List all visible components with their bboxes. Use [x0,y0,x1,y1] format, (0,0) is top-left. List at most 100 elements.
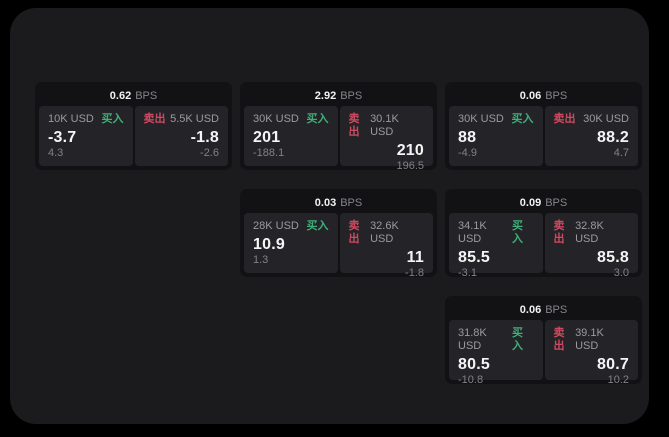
buy-amount: 30K USD [253,113,299,125]
quote-body: 30K USD 买入 201 -188.1 卖出 30.1K USD 210 1… [244,106,433,172]
sell-delta: -1.8 [405,267,424,279]
buy-delta: 4.3 [48,147,64,159]
buy-delta: -10.8 [458,374,484,386]
quote-grid: 0.62 BPS 10K USD 买入 -3.7 4.3 卖出 5.5K USD [35,82,642,386]
bps-value: 0.09 [519,197,542,209]
sell-delta: 196.5 [396,160,424,172]
sell-side-label: 卖出 [553,220,565,245]
sell-pane[interactable]: 卖出 39.1K USD 80.7 10.2 [544,320,638,386]
quote-card: 0.62 BPS 10K USD 买入 -3.7 4.3 卖出 5.5K USD [35,82,232,170]
buy-amount: 28K USD [253,220,299,232]
sell-pane[interactable]: 卖出 30K USD 88.2 4.7 [544,106,638,166]
sell-price: -1.8 [190,129,219,146]
sell-amount: 39.1K USD [575,327,604,352]
sell-pane[interactable]: 卖出 32.6K USD 11 -1.8 [339,213,433,279]
sell-side-label: 卖出 [348,113,360,138]
bps-unit-label: BPS [545,90,568,102]
quote-body: 10K USD 买入 -3.7 4.3 卖出 5.5K USD -1.8 -2.… [39,106,228,166]
buy-side-label: 买入 [306,220,329,232]
sell-amount: 5.5K USD [170,113,219,125]
bps-value: 0.06 [519,90,542,102]
buy-pane-top: 31.8K USD 买入 [458,327,534,353]
sell-side-label: 卖出 [553,327,565,352]
sell-side-label: 卖出 [143,113,166,125]
buy-pane-top: 30K USD 买入 [458,113,534,126]
bps-header: 0.03 BPS [244,193,433,213]
buy-delta: -4.9 [458,147,477,159]
sell-pane-top: 卖出 5.5K USD [144,113,220,126]
buy-pane[interactable]: 10K USD 买入 -3.7 4.3 [39,106,133,166]
buy-amount: 10K USD [48,113,94,125]
bps-value: 2.92 [314,90,337,102]
sell-amount: 30.1K USD [370,113,399,138]
buy-pane-top: 34.1K USD 买入 [458,220,534,246]
bps-value: 0.06 [519,304,542,316]
sell-delta: -2.6 [200,147,219,159]
buy-amount: 34.1K USD [458,220,487,245]
sell-price: 88.2 [597,129,629,146]
buy-price: -3.7 [48,129,77,146]
buy-price: 85.5 [458,249,490,266]
pricing-panel: 0.62 BPS 10K USD 买入 -3.7 4.3 卖出 5.5K USD [10,8,649,424]
quote-card: 0.06 BPS 31.8K USD 买入 80.5 -10.8 卖出 39.1… [445,296,642,386]
buy-pane[interactable]: 30K USD 买入 201 -188.1 [244,106,338,166]
quote-body: 31.8K USD 买入 80.5 -10.8 卖出 39.1K USD 80.… [449,320,638,386]
sell-side-label: 卖出 [553,113,576,125]
buy-pane-top: 30K USD 买入 [253,113,329,126]
sell-amount: 32.8K USD [575,220,604,245]
bps-unit-label: BPS [340,90,363,102]
sell-delta: 4.7 [613,147,629,159]
buy-side-label: 买入 [101,113,124,125]
bps-unit-label: BPS [545,197,568,209]
sell-amount: 32.6K USD [370,220,399,245]
bps-header: 2.92 BPS [244,86,433,106]
buy-amount: 30K USD [458,113,504,125]
sell-pane-top: 卖出 32.8K USD [554,220,630,246]
buy-price: 10.9 [253,236,285,253]
buy-pane[interactable]: 31.8K USD 买入 80.5 -10.8 [449,320,543,386]
buy-side-label: 买入 [511,113,534,125]
sell-pane[interactable]: 卖出 32.8K USD 85.8 3.0 [544,213,638,279]
sell-price: 80.7 [597,356,629,373]
quote-card: 0.06 BPS 30K USD 买入 88 -4.9 卖出 30K USD [445,82,642,170]
sell-price: 85.8 [597,249,629,266]
buy-delta: 1.3 [253,254,269,266]
bps-value: 0.62 [109,90,132,102]
bps-unit-label: BPS [135,90,158,102]
buy-delta: -3.1 [458,267,477,279]
sell-delta: 3.0 [613,267,629,279]
bps-value: 0.03 [314,197,337,209]
quote-card: 0.09 BPS 34.1K USD 买入 85.5 -3.1 卖出 32.8K… [445,189,642,279]
buy-side-label: 买入 [511,220,523,245]
buy-side-label: 买入 [511,327,523,352]
buy-price: 80.5 [458,356,490,373]
buy-pane[interactable]: 30K USD 买入 88 -4.9 [449,106,543,166]
quote-card: 2.92 BPS 30K USD 买入 201 -188.1 卖出 30.1K … [240,82,437,172]
sell-pane-top: 卖出 39.1K USD [554,327,630,353]
sell-pane-top: 卖出 30.1K USD [349,113,425,139]
quote-body: 30K USD 买入 88 -4.9 卖出 30K USD 88.2 4.7 [449,106,638,166]
bps-header: 0.09 BPS [449,193,638,213]
sell-price: 210 [396,142,424,159]
bps-header: 0.06 BPS [449,300,638,320]
sell-pane[interactable]: 卖出 30.1K USD 210 196.5 [339,106,433,172]
sell-pane-top: 卖出 30K USD [554,113,630,126]
sell-delta: 10.2 [607,374,629,386]
quote-body: 34.1K USD 买入 85.5 -3.1 卖出 32.8K USD 85.8… [449,213,638,279]
sell-pane-top: 卖出 32.6K USD [349,220,425,246]
buy-side-label: 买入 [306,113,329,125]
buy-pane-top: 28K USD 买入 [253,220,329,233]
buy-pane[interactable]: 28K USD 买入 10.9 1.3 [244,213,338,273]
quote-body: 28K USD 买入 10.9 1.3 卖出 32.6K USD 11 -1.8 [244,213,433,279]
sell-price: 11 [406,249,424,266]
buy-amount: 31.8K USD [458,327,487,352]
bps-header: 0.62 BPS [39,86,228,106]
quote-card: 0.03 BPS 28K USD 买入 10.9 1.3 卖出 32.6K US… [240,189,437,279]
buy-price: 88 [458,129,477,146]
buy-pane[interactable]: 34.1K USD 买入 85.5 -3.1 [449,213,543,279]
sell-pane[interactable]: 卖出 5.5K USD -1.8 -2.6 [134,106,228,166]
bps-unit-label: BPS [340,197,363,209]
sell-side-label: 卖出 [348,220,360,245]
sell-amount: 30K USD [583,113,629,125]
buy-price: 201 [253,129,281,146]
